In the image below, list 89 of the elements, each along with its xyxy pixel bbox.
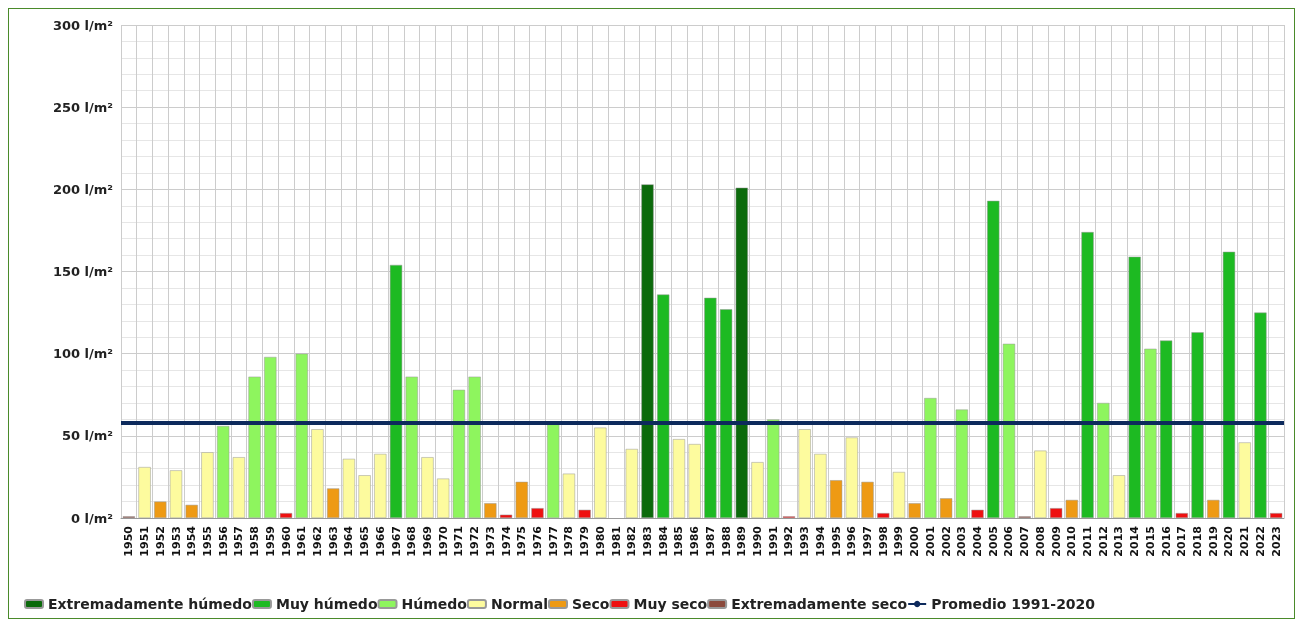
x-tick-label: 1956 <box>216 525 230 557</box>
x-tick-label: 1950 <box>122 525 136 557</box>
x-tick-label: 1981 <box>609 526 623 557</box>
x-tick-label: 1968 <box>405 526 419 557</box>
legend-label: Muy seco <box>633 596 708 612</box>
x-tick-label: 1990 <box>751 525 765 557</box>
x-tick-label: 1959 <box>263 526 277 557</box>
x-tick-label: 1957 <box>232 526 246 557</box>
x-tick-label: 1960 <box>279 525 293 557</box>
x-tick-label: 1985 <box>672 526 686 557</box>
x-tick-label: 2017 <box>1175 526 1189 557</box>
x-tick-label: 1997 <box>861 526 875 557</box>
x-tick-label: 2009 <box>1049 526 1063 557</box>
x-tick-label: 2006 <box>1002 525 1016 557</box>
x-tick-label: 1951 <box>138 526 152 557</box>
x-tick-label: 2000 <box>908 525 922 557</box>
x-tick-label: 1964 <box>342 525 356 557</box>
legend-label: Normal <box>490 596 548 612</box>
x-tick-label: 2018 <box>1191 526 1205 557</box>
x-tick-label: 2016 <box>1159 525 1173 557</box>
x-tick-label: 2004 <box>971 525 985 557</box>
x-tick-label: 1953 <box>169 526 183 557</box>
x-tick-label: 2001 <box>923 526 937 557</box>
x-tick-label: 2014 <box>1128 525 1142 557</box>
x-tick-label: 1996 <box>845 525 859 557</box>
x-tick-label: 2003 <box>955 526 969 557</box>
x-tick-label: 1976 <box>530 525 544 557</box>
x-tick-label: 2008 <box>1033 526 1047 557</box>
x-tick-label: 2022 <box>1253 526 1267 557</box>
x-tick-label: 1984 <box>656 525 670 557</box>
x-tick-label: 1961 <box>295 526 309 557</box>
x-tick-label: 1974 <box>499 525 513 557</box>
x-tick-label: 1963 <box>326 526 340 557</box>
legend-label: Promedio 1991-2020 <box>931 596 1096 612</box>
x-tick-label: 2010 <box>1065 525 1079 557</box>
x-tick-label: 1972 <box>468 526 482 557</box>
x-tick-label: 1986 <box>688 525 702 557</box>
x-tick-label: 2023 <box>1269 526 1283 557</box>
x-tick-label: 1982 <box>625 526 639 557</box>
legend-label: Seco <box>571 596 610 612</box>
x-tick-label: 1999 <box>892 526 906 557</box>
x-tick-label: 1971 <box>452 526 466 557</box>
y-tick-label: 50 l/m² <box>61 428 113 444</box>
x-tick-label: 2021 <box>1238 526 1252 557</box>
x-tick-label: 1995 <box>829 526 843 557</box>
legend-label: Extremadamente seco <box>731 596 908 612</box>
legend-label: Húmedo <box>401 596 468 612</box>
x-tick-label: 1969 <box>420 526 434 557</box>
x-tick-label: 1958 <box>248 526 262 557</box>
x-tick-label: 2019 <box>1206 526 1220 557</box>
x-tick-label: 1973 <box>483 526 497 557</box>
y-tick-label: 300 l/m² <box>52 17 113 33</box>
x-tick-label: 1955 <box>200 526 214 557</box>
y-tick-label: 100 l/m² <box>52 346 113 362</box>
x-tick-label: 1983 <box>640 526 654 557</box>
legend-label: Muy húmedo <box>275 596 378 612</box>
x-tick-label: 2007 <box>1018 526 1032 557</box>
x-tick-label: 1962 <box>310 526 324 557</box>
x-tick-label: 2012 <box>1096 526 1110 557</box>
x-tick-label: 1967 <box>389 526 403 557</box>
x-tick-label: 1980 <box>593 525 607 557</box>
x-tick-label: 1988 <box>719 526 733 557</box>
x-tick-label: 2020 <box>1222 525 1236 557</box>
x-tick-label: 1993 <box>798 526 812 557</box>
x-tick-label: 2011 <box>1081 526 1095 557</box>
x-tick-label: 1966 <box>373 525 387 557</box>
x-tick-label: 1979 <box>578 526 592 557</box>
x-tick-label: 2013 <box>1112 526 1126 557</box>
x-tick-label: 1975 <box>515 526 529 557</box>
x-tick-label: 2015 <box>1143 526 1157 557</box>
y-tick-label: 150 l/m² <box>52 264 113 279</box>
y-tick-label: 200 l/m² <box>52 181 113 197</box>
x-tick-label: 1989 <box>735 526 749 557</box>
y-tick-label: 250 l/m² <box>52 99 113 115</box>
x-tick-label: 1987 <box>703 526 717 557</box>
x-tick-label: 1970 <box>436 525 450 557</box>
x-tick-label: 1952 <box>153 526 167 557</box>
x-tick-label: 1978 <box>562 526 576 557</box>
x-tick-label: 1965 <box>358 526 372 557</box>
x-tick-label: 1991 <box>766 526 780 557</box>
x-tick-label: 1977 <box>546 526 560 557</box>
y-tick-label: 0 l/m² <box>70 510 113 526</box>
legend-label: Extremadamente húmedo <box>48 596 253 612</box>
x-tick-label: 1994 <box>813 525 827 557</box>
x-tick-label: 1998 <box>876 526 890 557</box>
x-tick-label: 2002 <box>939 526 953 557</box>
x-tick-label: 2005 <box>986 526 1000 557</box>
x-tick-label: 1954 <box>185 525 199 557</box>
x-tick-label: 1992 <box>782 526 796 557</box>
